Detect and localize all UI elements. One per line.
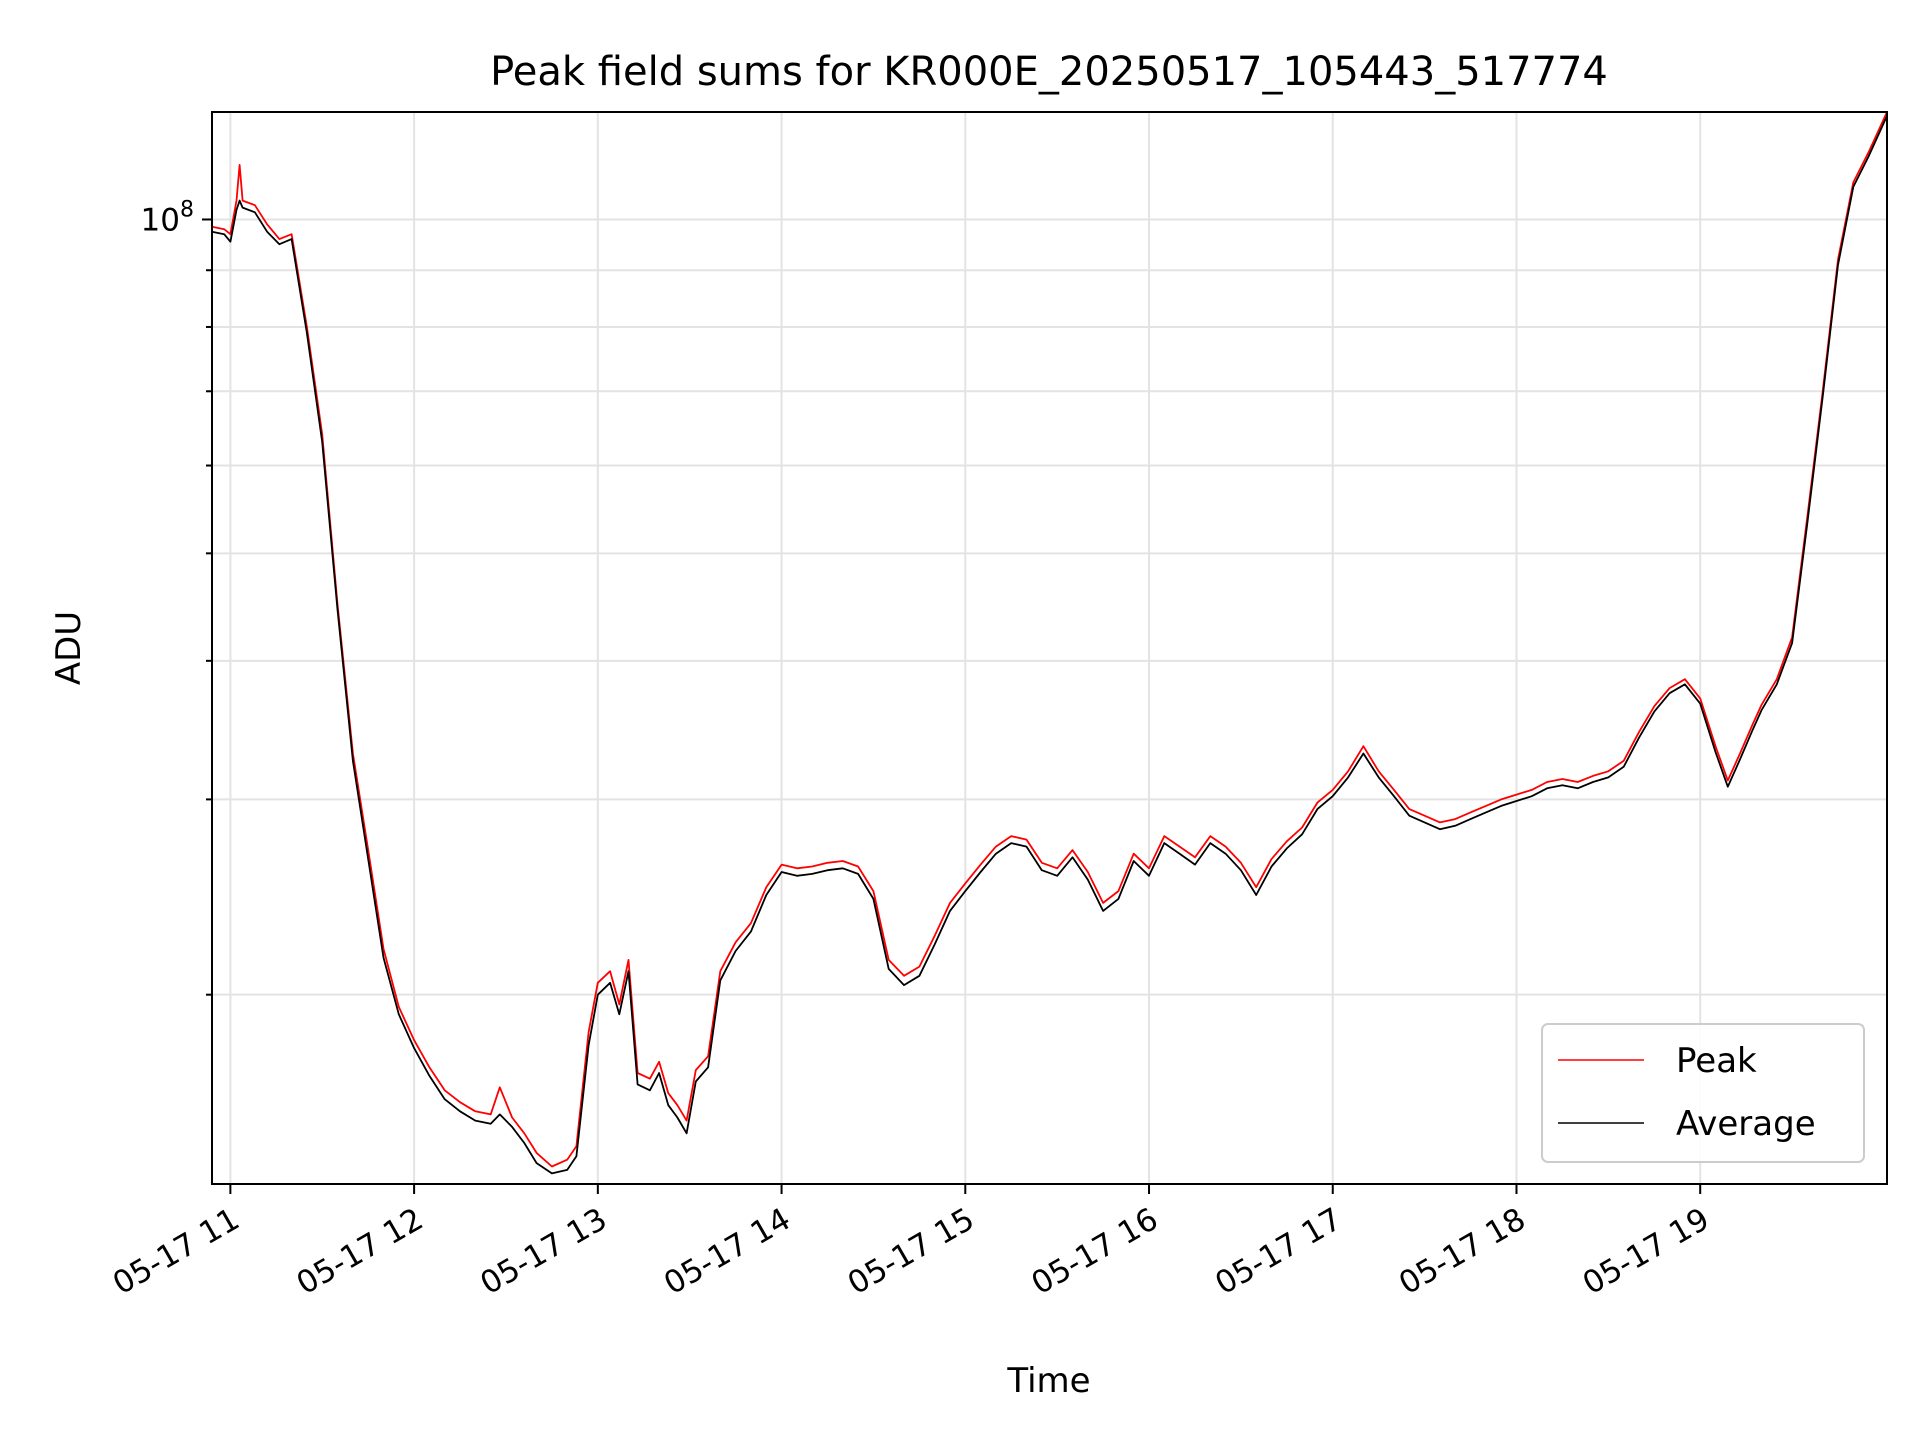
legend-box	[1541, 1023, 1865, 1163]
series-line-peak	[211, 111, 1888, 1168]
grid	[212, 112, 1887, 1184]
y-axis-label: ADU	[49, 611, 89, 685]
series-layer	[211, 111, 1888, 1175]
chart-title: Peak field sums for KR000E_20250517_1054…	[490, 49, 1608, 95]
x-axis-label: Time	[1006, 1361, 1090, 1401]
series-line-average	[211, 115, 1888, 1175]
legend: Peak Average	[1541, 1023, 1865, 1163]
y-tick-label: 108	[141, 197, 194, 238]
legend-label-peak: Peak	[1676, 1041, 1757, 1081]
plot-frame	[211, 111, 1888, 1185]
legend-label-average: Average	[1676, 1104, 1816, 1144]
